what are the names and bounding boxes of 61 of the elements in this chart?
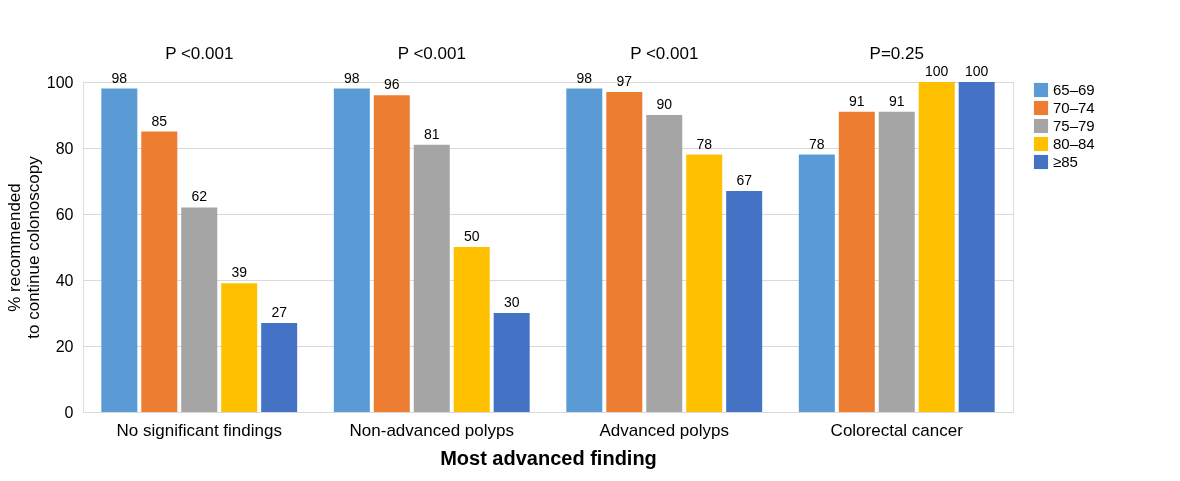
y-tick-label: 60 xyxy=(55,205,74,223)
bar xyxy=(798,154,835,412)
data-label: 98 xyxy=(344,69,360,86)
bar xyxy=(726,190,763,412)
bar xyxy=(333,88,370,412)
bar xyxy=(373,95,410,412)
data-label: 100 xyxy=(964,63,989,79)
data-label: 85 xyxy=(151,112,168,129)
legend-label: 75–79 xyxy=(1053,117,1095,134)
bar xyxy=(453,247,490,412)
data-label: 90 xyxy=(656,96,673,112)
data-label: 78 xyxy=(696,135,713,152)
x-axis-title: Most advanced finding xyxy=(440,446,657,469)
data-label: 96 xyxy=(384,76,400,93)
bar xyxy=(413,144,450,412)
bar xyxy=(221,283,258,412)
legend-label: 65–69 xyxy=(1053,81,1095,98)
data-label: 98 xyxy=(111,69,128,86)
bar xyxy=(566,88,603,412)
bar xyxy=(101,88,138,412)
y-axis-title: % recommended to continue colonoscopy xyxy=(4,155,43,339)
x-tick-label: Non-advanced polyps xyxy=(349,420,514,440)
legend-label: 70–74 xyxy=(1053,99,1095,116)
bar xyxy=(958,82,995,412)
data-label: 100 xyxy=(925,63,949,79)
data-label: 78 xyxy=(809,135,825,152)
bar xyxy=(878,111,915,412)
bar xyxy=(686,154,723,412)
data-label: 91 xyxy=(888,92,905,109)
bar xyxy=(838,111,875,412)
bar xyxy=(141,131,178,412)
legend-label: 80–84 xyxy=(1053,135,1095,152)
data-label: 62 xyxy=(191,188,208,205)
bar xyxy=(646,115,683,412)
legend-label: ≥85 xyxy=(1053,153,1078,170)
data-label: 67 xyxy=(736,171,753,188)
data-label: 50 xyxy=(463,228,480,244)
bar xyxy=(261,322,298,412)
y-tick-label: 80 xyxy=(55,139,74,157)
x-tick-label: No significant findings xyxy=(116,420,282,440)
text: P=0.25 xyxy=(869,44,924,63)
bar xyxy=(181,207,218,412)
data-label: 27 xyxy=(271,303,288,320)
data-label: 91 xyxy=(849,92,865,109)
bar xyxy=(493,313,530,412)
text: P <0.001 xyxy=(165,44,234,63)
data-label: 81 xyxy=(423,125,440,142)
bar xyxy=(918,82,955,412)
text: P <0.001 xyxy=(397,44,466,63)
x-tick-label: Colorectal cancer xyxy=(830,420,964,440)
data-label: 98 xyxy=(576,69,593,86)
data-label: 30 xyxy=(503,294,520,310)
text: P <0.001 xyxy=(630,44,699,63)
bar xyxy=(606,91,643,412)
y-tick-label: 0 xyxy=(64,403,74,421)
x-tick-label: Advanced polyps xyxy=(599,420,729,440)
y-tick-label: 40 xyxy=(55,271,74,289)
data-label: 97 xyxy=(616,72,633,89)
y-tick-label: 20 xyxy=(55,337,74,355)
y-tick-label: 100 xyxy=(46,73,74,91)
data-label: 39 xyxy=(231,264,248,281)
